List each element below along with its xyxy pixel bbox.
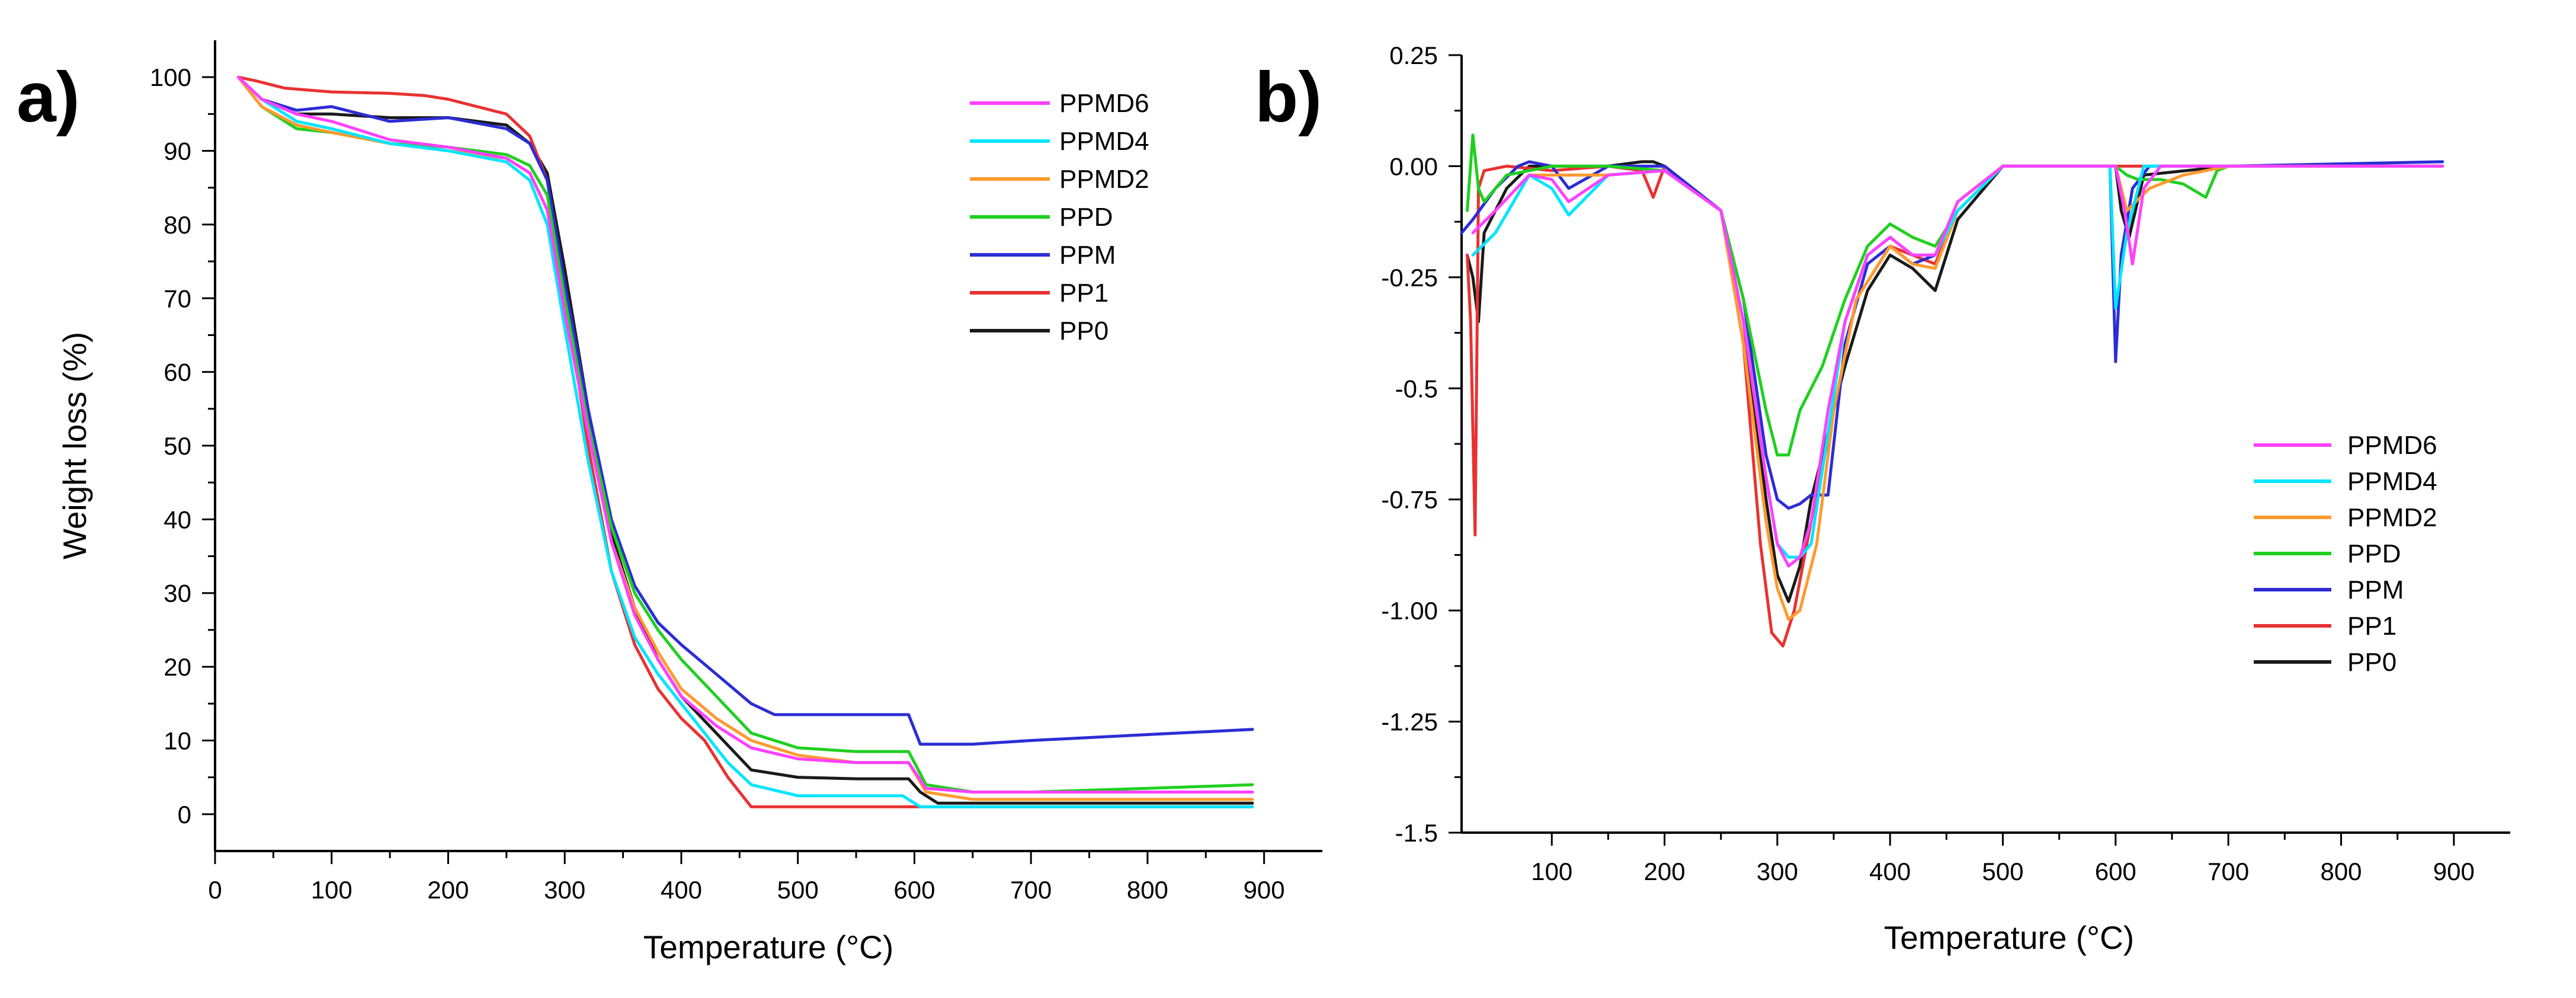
a-y-tick-label: 100 xyxy=(150,63,191,91)
b-x-axis-title: Temperature (°C) xyxy=(1884,919,2134,956)
a-series-ppm xyxy=(236,75,1254,746)
a-legend-label-ppm: PPM xyxy=(1059,241,1116,270)
a-y-tick-label: 90 xyxy=(164,137,191,165)
b-series-ppmd6 xyxy=(1471,164,2444,568)
b-y-tick-label: -1.00 xyxy=(1381,597,1438,625)
a-series-pp0 xyxy=(236,75,1254,805)
b-series-pp1 xyxy=(1466,164,2444,648)
a-y-tick-label: 30 xyxy=(164,580,191,607)
a-x-tick-label: 200 xyxy=(427,876,469,904)
panel-b-chart: b) 100 200 300 400 500 600 700 800 900 0.25 0.00 -0… xyxy=(1255,41,2510,956)
b-series-pp0 xyxy=(1466,160,2444,603)
a-y-tick-label: 20 xyxy=(164,653,191,681)
b-y-tick-label: 0.25 xyxy=(1389,41,1438,69)
b-x-tick-label: 800 xyxy=(2320,858,2362,885)
a-legend-label-pp1: PP1 xyxy=(1059,279,1108,308)
b-x-tick-label: 100 xyxy=(1531,858,1572,885)
panel-a-letter: a) xyxy=(17,57,80,137)
a-y-tick-label: 60 xyxy=(164,359,191,386)
b-series-ppmd2 xyxy=(1471,164,2444,621)
b-x-tick-label: 500 xyxy=(1982,858,2024,885)
a-x-tick-label: 300 xyxy=(544,876,585,904)
a-x-tick-label: 700 xyxy=(1010,876,1052,904)
b-x-tick-label: 900 xyxy=(2433,858,2475,885)
b-x-tick-label: 600 xyxy=(2095,858,2136,885)
b-x-tick-label: 400 xyxy=(1869,858,1911,885)
a-legend-label-ppmd2: PPMD2 xyxy=(1059,165,1149,194)
panel-a-chart: a) 0 100 200 300 400 500 600 700 800 900 0 10 20 30 40… xyxy=(17,40,1322,965)
a-x-tick-label: 0 xyxy=(208,876,222,904)
b-legend-label-ppd: PPD xyxy=(2347,539,2401,568)
b-legend-label-ppm: PPM xyxy=(2347,575,2404,604)
b-legend-label-pp1: PP1 xyxy=(2347,612,2396,641)
b-legend-label-ppmd4: PPMD4 xyxy=(2347,467,2437,496)
a-legend-label-ppmd6: PPMD6 xyxy=(1059,89,1149,118)
a-x-tick-label: 800 xyxy=(1127,876,1168,904)
b-legend-label-ppmd2: PPMD2 xyxy=(2347,503,2437,532)
b-y-tick-label: -0.25 xyxy=(1381,264,1438,292)
b-series-ppmd4 xyxy=(1471,164,2444,559)
a-legend-label-ppd: PPD xyxy=(1059,203,1113,232)
a-y-tick-label: 80 xyxy=(164,211,191,239)
b-y-tick-label: -1.5 xyxy=(1395,819,1438,847)
b-y-tick-label: -1.25 xyxy=(1381,708,1438,736)
a-x-tick-label: 400 xyxy=(661,876,702,904)
a-x-axis-title: Temperature (°C) xyxy=(643,929,893,965)
a-x-tick-label: 500 xyxy=(777,876,819,904)
a-x-tick-label: 600 xyxy=(893,876,935,904)
a-series-ppmd6 xyxy=(236,75,1254,794)
a-x-tick-label: 100 xyxy=(311,876,353,904)
b-x-tick-label: 700 xyxy=(2207,858,2249,885)
b-y-tick-label: -0.75 xyxy=(1381,486,1438,514)
b-x-tick-label: 300 xyxy=(1757,858,1798,885)
a-y-axis-title: Weight loss (%) xyxy=(56,332,93,559)
b-legend-label-ppmd6: PPMD6 xyxy=(2347,431,2437,460)
a-x-tick-label: 900 xyxy=(1244,876,1285,904)
a-legend-label-ppmd4: PPMD4 xyxy=(1059,127,1149,156)
b-legend-label-pp0: PP0 xyxy=(2347,648,2396,677)
a-series-ppmd4 xyxy=(236,75,1254,808)
a-legend-label-pp0: PP0 xyxy=(1059,316,1108,346)
a-y-tick-label: 10 xyxy=(164,727,191,754)
panel-b-letter: b) xyxy=(1255,57,1322,137)
b-y-tick-label: -0.5 xyxy=(1395,375,1438,402)
a-y-tick-label: 0 xyxy=(178,801,191,829)
a-y-tick-label: 50 xyxy=(164,432,191,460)
b-x-tick-label: 200 xyxy=(1644,858,1686,885)
b-series-ppd xyxy=(1466,133,2444,457)
a-y-tick-label: 70 xyxy=(164,284,191,312)
a-y-tick-label: 40 xyxy=(164,506,191,533)
b-y-tick-label: 0.00 xyxy=(1389,152,1438,180)
